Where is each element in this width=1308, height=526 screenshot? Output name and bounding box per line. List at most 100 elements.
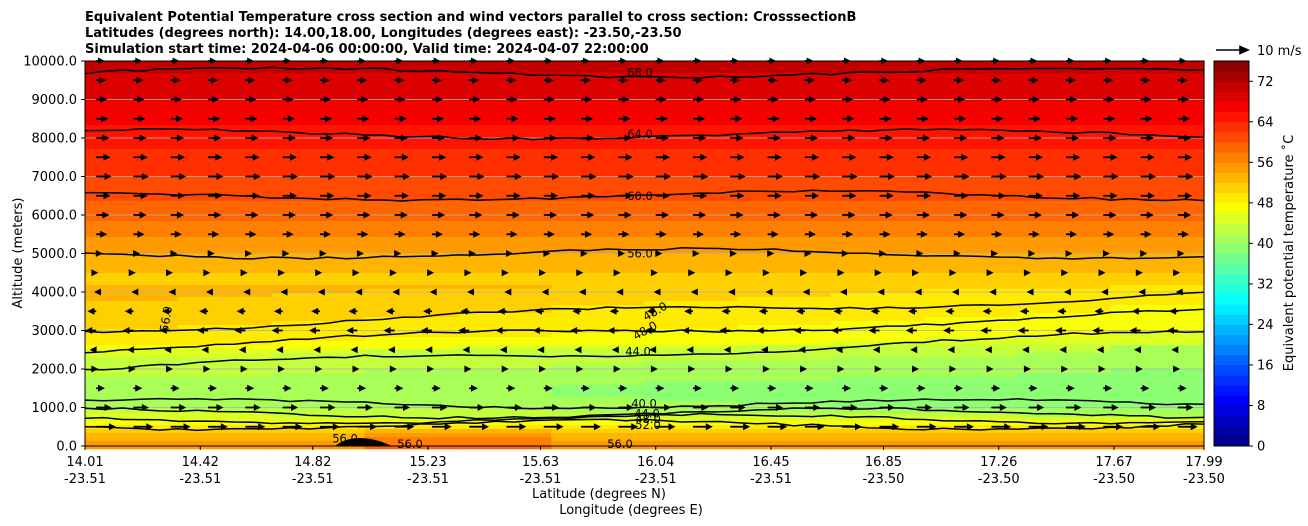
- wind-vector: [122, 327, 134, 334]
- filled-contour-cell: [737, 365, 832, 370]
- filled-contour-cell: [737, 93, 832, 98]
- wind-vector: [245, 134, 259, 142]
- filled-contour-cell: [737, 229, 832, 234]
- filled-contour-cell: [364, 169, 459, 174]
- wind-vector: [842, 115, 855, 123]
- wind-vector: [506, 192, 521, 200]
- filled-contour-cell: [271, 125, 366, 130]
- filled-contour-cell: [271, 69, 366, 74]
- filled-contour-cell: [831, 257, 925, 262]
- wind-vector: [905, 327, 917, 334]
- filled-contour-cell: [831, 445, 925, 450]
- wind-vector: [618, 134, 632, 142]
- filled-contour-row: [85, 273, 1205, 278]
- filled-contour-cell: [644, 417, 739, 422]
- filled-contour-cell: [737, 321, 832, 326]
- wind-vector: [758, 307, 768, 315]
- filled-contour-cell: [364, 309, 459, 314]
- filled-contour-cell: [85, 377, 179, 382]
- wind-vector: [431, 211, 446, 219]
- wind-vector: [837, 269, 845, 277]
- wind-vector: [692, 134, 707, 142]
- wind-vector: [282, 134, 296, 142]
- colorbar-tick-label: 24: [1257, 318, 1274, 333]
- filled-contour-cell: [1017, 209, 1112, 214]
- filled-contour-cell: [644, 293, 739, 298]
- wind-vector: [1098, 365, 1106, 373]
- filled-contour-cell: [1017, 193, 1112, 198]
- wind-vector: [581, 173, 597, 180]
- colorbar-segment: [1214, 61, 1249, 72]
- contour-line: [84, 127, 1205, 141]
- wind-vector: [315, 365, 323, 373]
- wind-vector: [916, 192, 932, 200]
- wind-vector: [170, 115, 183, 123]
- filled-contour-cell: [178, 305, 273, 310]
- filled-contour-cell: [1017, 289, 1112, 294]
- wind-vector: [581, 404, 597, 411]
- filled-contour-cell: [644, 425, 739, 430]
- filled-contour-cell: [1110, 161, 1205, 166]
- filled-contour-cell: [1110, 209, 1205, 214]
- filled-contour-cell: [178, 281, 273, 286]
- wind-vector: [162, 307, 171, 315]
- filled-contour-cell: [924, 293, 1019, 298]
- wind-vector: [692, 76, 703, 84]
- wind-vector: [804, 173, 821, 180]
- filled-contour-cell: [831, 321, 925, 326]
- filled-contour-cell: [737, 85, 832, 90]
- filled-contour-cell: [458, 173, 552, 178]
- wind-vector: [1103, 404, 1119, 411]
- wind-vector: [986, 365, 994, 373]
- wind-vector: [543, 115, 556, 123]
- x-tick-label-lon: -23.50: [1183, 472, 1225, 487]
- filled-contour-cell: [644, 89, 739, 94]
- filled-contour-cell: [364, 433, 459, 438]
- contour-line: [84, 407, 1205, 420]
- filled-contour-cell: [924, 281, 1019, 286]
- y-axis: 0.01000.02000.03000.04000.05000.06000.07…: [23, 55, 85, 455]
- filled-contour-cell: [271, 181, 366, 186]
- filled-contour-cell: [178, 249, 273, 254]
- colorbar-segment: [1214, 172, 1249, 183]
- filled-contour-cell: [364, 317, 459, 322]
- x-axis: 14.01-23.5114.42-23.5114.82-23.5115.23-2…: [64, 446, 1225, 487]
- wind-vector: [309, 327, 320, 334]
- y-tick-label: 0.0: [56, 440, 77, 455]
- filled-contour-row: [85, 261, 1205, 266]
- filled-contour-cell: [831, 289, 925, 294]
- filled-contour-cell: [831, 409, 925, 414]
- filled-contour-cell: [644, 65, 739, 70]
- filled-contour-cell: [1017, 333, 1112, 338]
- filled-contour-cell: [178, 261, 273, 266]
- filled-contour-cell: [1110, 205, 1205, 210]
- filled-contour-cell: [458, 169, 552, 174]
- wind-vector: [692, 211, 707, 219]
- wind-vector: [655, 96, 667, 103]
- filled-contour-cell: [1110, 445, 1205, 450]
- filled-contour-cell: [1017, 165, 1112, 170]
- filled-contour-cell: [1110, 185, 1205, 190]
- filled-contour-cell: [271, 441, 366, 446]
- filled-contour-cell: [1017, 249, 1112, 254]
- filled-contour-cell: [831, 77, 925, 82]
- filled-contour-cell: [364, 389, 459, 394]
- filled-contour-cell: [364, 393, 459, 398]
- filled-contour-cell: [85, 161, 179, 166]
- filled-contour-cell: [364, 285, 459, 290]
- filled-contour-cell: [737, 185, 832, 190]
- filled-contour-cell: [924, 429, 1019, 434]
- filled-contour-cell: [1017, 173, 1112, 178]
- filled-contour-cell: [178, 149, 273, 154]
- y-axis-label: Altitude (meters): [11, 198, 26, 309]
- filled-contour-cell: [85, 409, 179, 414]
- filled-contour-cell: [831, 141, 925, 146]
- filled-contour-cell: [1017, 109, 1112, 114]
- wind-vector: [383, 327, 395, 334]
- wind-vector: [916, 423, 937, 431]
- filled-contour-cell: [458, 121, 552, 126]
- wind-vector: [357, 384, 367, 392]
- wind-vector: [692, 404, 709, 411]
- wind-vector: [692, 384, 702, 392]
- filled-contour-cell: [271, 233, 366, 238]
